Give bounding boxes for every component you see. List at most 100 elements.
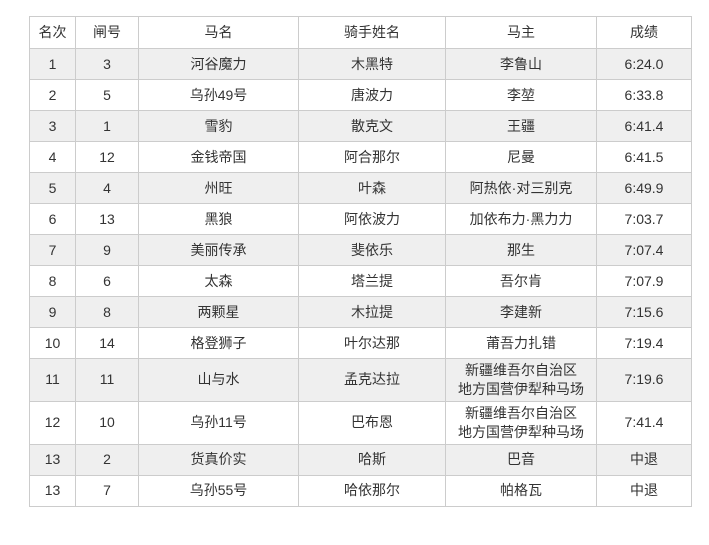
cell-gate: 13	[75, 203, 139, 235]
cell-horse-name: 乌孙11号	[138, 400, 299, 445]
cell-horse-name: 雪豹	[138, 110, 299, 142]
cell-result: 7:41.4	[596, 400, 692, 445]
cell-jockey-name: 阿依波力	[298, 203, 446, 235]
cell-result: 中退	[596, 443, 692, 476]
cell-gate: 6	[75, 265, 139, 297]
cell-gate: 7	[75, 474, 139, 507]
cell-owner: 吾尔肯	[445, 265, 597, 297]
table-row: 13 2 货真价实 哈斯 巴音 中退	[29, 443, 692, 476]
cell-rank: 2	[29, 79, 76, 111]
cell-result: 7:03.7	[596, 203, 692, 235]
cell-jockey-name: 散克文	[298, 110, 446, 142]
cell-jockey-name: 巴布恩	[298, 400, 446, 445]
cell-result: 7:19.6	[596, 358, 692, 402]
cell-gate: 8	[75, 296, 139, 328]
table-row: 11 11 山与水 孟克达拉 新疆维吾尔自治区 地方国营伊犁种马场 7:19.6	[29, 358, 692, 402]
cell-rank: 1	[29, 48, 76, 80]
cell-gate: 9	[75, 234, 139, 266]
table-row: 12 10 乌孙11号 巴布恩 新疆维吾尔自治区 地方国营伊犁种马场 7:41.…	[29, 400, 692, 445]
cell-rank: 11	[29, 358, 76, 402]
column-header-rank: 名次	[29, 16, 76, 49]
cell-rank: 9	[29, 296, 76, 328]
cell-gate: 11	[75, 358, 139, 402]
cell-rank: 13	[29, 443, 76, 476]
column-header-horse-name: 马名	[138, 16, 299, 49]
table-row: 3 1 雪豹 散克文 王疆 6:41.4	[29, 110, 692, 142]
cell-gate: 2	[75, 443, 139, 476]
cell-jockey-name: 木拉提	[298, 296, 446, 328]
cell-jockey-name: 哈依那尔	[298, 474, 446, 507]
table-row: 13 7 乌孙55号 哈依那尔 帕格瓦 中退	[29, 474, 692, 507]
table-row: 1 3 河谷魔力 木黑特 李鲁山 6:24.0	[29, 48, 692, 80]
cell-horse-name: 山与水	[138, 358, 299, 402]
cell-jockey-name: 塔兰提	[298, 265, 446, 297]
table-row: 9 8 两颗星 木拉提 李建新 7:15.6	[29, 296, 692, 328]
cell-jockey-name: 斐依乐	[298, 234, 446, 266]
cell-owner: 莆吾力扎错	[445, 327, 597, 359]
cell-result: 6:41.5	[596, 141, 692, 173]
table-row: 5 4 州旺 叶森 阿热依·对三别克 6:49.9	[29, 172, 692, 204]
cell-owner: 李堃	[445, 79, 597, 111]
table-row: 6 13 黑狼 阿依波力 加依布力·黑力力 7:03.7	[29, 203, 692, 235]
cell-jockey-name: 哈斯	[298, 443, 446, 476]
cell-jockey-name: 唐波力	[298, 79, 446, 111]
cell-horse-name: 乌孙55号	[138, 474, 299, 507]
cell-rank: 4	[29, 141, 76, 173]
cell-rank: 8	[29, 265, 76, 297]
cell-result: 7:15.6	[596, 296, 692, 328]
cell-owner: 新疆维吾尔自治区 地方国营伊犁种马场	[445, 400, 597, 445]
cell-owner: 李建新	[445, 296, 597, 328]
cell-owner: 新疆维吾尔自治区 地方国营伊犁种马场	[445, 358, 597, 402]
cell-result: 7:07.9	[596, 265, 692, 297]
cell-result: 6:33.8	[596, 79, 692, 111]
cell-owner: 阿热依·对三别克	[445, 172, 597, 204]
race-results-table: 名次 闸号 马名 骑手姓名 马主 成绩 1 3 河谷魔力 木黑特 李鲁山 6:2…	[29, 16, 692, 507]
cell-horse-name: 格登狮子	[138, 327, 299, 359]
cell-horse-name: 美丽传承	[138, 234, 299, 266]
table-row: 10 14 格登狮子 叶尔达那 莆吾力扎错 7:19.4	[29, 327, 692, 359]
cell-jockey-name: 叶尔达那	[298, 327, 446, 359]
cell-owner: 王疆	[445, 110, 597, 142]
cell-gate: 14	[75, 327, 139, 359]
cell-horse-name: 乌孙49号	[138, 79, 299, 111]
cell-gate: 5	[75, 79, 139, 111]
cell-owner: 加依布力·黑力力	[445, 203, 597, 235]
cell-horse-name: 黑狼	[138, 203, 299, 235]
cell-jockey-name: 阿合那尔	[298, 141, 446, 173]
cell-gate: 12	[75, 141, 139, 173]
cell-gate: 10	[75, 400, 139, 445]
cell-horse-name: 金钱帝国	[138, 141, 299, 173]
table-row: 7 9 美丽传承 斐依乐 那生 7:07.4	[29, 234, 692, 266]
cell-rank: 5	[29, 172, 76, 204]
cell-horse-name: 河谷魔力	[138, 48, 299, 80]
cell-jockey-name: 叶森	[298, 172, 446, 204]
cell-result: 6:41.4	[596, 110, 692, 142]
table-row: 8 6 太森 塔兰提 吾尔肯 7:07.9	[29, 265, 692, 297]
cell-horse-name: 州旺	[138, 172, 299, 204]
header-row: 名次 闸号 马名 骑手姓名 马主 成绩	[29, 16, 692, 49]
cell-result: 7:07.4	[596, 234, 692, 266]
cell-horse-name: 太森	[138, 265, 299, 297]
cell-horse-name: 货真价实	[138, 443, 299, 476]
cell-jockey-name: 木黑特	[298, 48, 446, 80]
cell-owner: 那生	[445, 234, 597, 266]
cell-owner: 巴音	[445, 443, 597, 476]
cell-rank: 10	[29, 327, 76, 359]
cell-result: 6:24.0	[596, 48, 692, 80]
cell-rank: 7	[29, 234, 76, 266]
table-row: 4 12 金钱帝国 阿合那尔 尼曼 6:41.5	[29, 141, 692, 173]
cell-rank: 12	[29, 400, 76, 445]
column-header-gate: 闸号	[75, 16, 139, 49]
column-header-jockey-name: 骑手姓名	[298, 16, 446, 49]
cell-rank: 13	[29, 474, 76, 507]
cell-rank: 6	[29, 203, 76, 235]
column-header-owner: 马主	[445, 16, 597, 49]
cell-owner: 李鲁山	[445, 48, 597, 80]
cell-owner: 帕格瓦	[445, 474, 597, 507]
cell-jockey-name: 孟克达拉	[298, 358, 446, 402]
cell-horse-name: 两颗星	[138, 296, 299, 328]
cell-rank: 3	[29, 110, 76, 142]
column-header-result: 成绩	[596, 16, 692, 49]
table-row: 2 5 乌孙49号 唐波力 李堃 6:33.8	[29, 79, 692, 111]
